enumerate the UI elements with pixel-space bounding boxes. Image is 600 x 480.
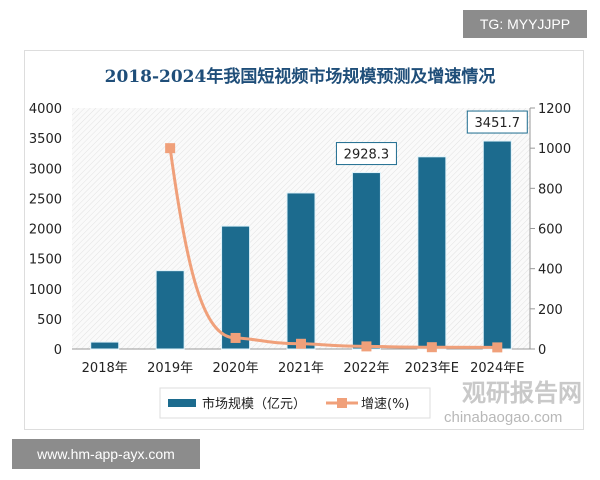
growth-marker <box>361 341 372 352</box>
bar <box>351 172 381 350</box>
right-tick-label: 200 <box>538 303 563 318</box>
growth-marker <box>230 332 241 343</box>
right-tick-label: 0 <box>538 343 546 358</box>
left-tick-label: 500 <box>37 313 62 328</box>
logo-url: chinabaogao.com <box>444 409 563 426</box>
left-tick-label: 4000 <box>29 102 62 117</box>
bar <box>417 156 447 350</box>
right-tick-label: 1200 <box>538 102 571 117</box>
x-tick-label: 2020年 <box>213 361 259 376</box>
bar <box>90 341 120 350</box>
growth-marker <box>426 342 437 353</box>
x-tick-label: 2018年 <box>82 361 128 376</box>
legend-line-marker <box>337 398 347 408</box>
right-tick-label: 400 <box>538 263 563 278</box>
x-tick-label: 2019年 <box>147 361 193 376</box>
left-tick-label: 1500 <box>29 253 62 268</box>
x-tick-label: 2023年E <box>405 361 459 376</box>
x-tick-label: 2022年 <box>343 361 389 376</box>
right-tick-label: 800 <box>538 182 563 197</box>
legend-line-label: 增速(%) <box>361 397 410 412</box>
bar <box>286 192 316 350</box>
growth-marker <box>492 342 503 353</box>
legend-box <box>159 387 431 419</box>
legend-bar-label: 市场规模（亿元） <box>202 396 306 412</box>
logo-text: 观研报告网 <box>462 379 582 407</box>
bar <box>221 225 251 350</box>
right-tick-label: 1000 <box>538 142 571 157</box>
chart-frame <box>24 50 584 430</box>
watermark-tg: TG: MYYJJPP <box>463 10 587 38</box>
x-tick-label: 2021年 <box>278 361 324 376</box>
left-tick-label: 0 <box>54 343 62 358</box>
growth-marker <box>165 143 176 154</box>
legend-bar-swatch <box>168 399 196 407</box>
watermark-url: www.hm-app-ayx.com <box>12 439 200 469</box>
growth-marker <box>296 338 306 349</box>
x-tick-label: 2024年E <box>470 361 524 376</box>
data-label-box <box>466 110 528 134</box>
right-tick-label: 600 <box>538 223 563 238</box>
left-tick-label: 1000 <box>29 283 62 298</box>
left-tick-label: 2000 <box>29 223 62 238</box>
bar <box>482 140 512 350</box>
chart-title: 2018-2024年我国短视频市场规模预测及增速情况 <box>105 66 496 87</box>
data-label-box <box>335 142 397 166</box>
bar <box>155 270 185 350</box>
left-tick-label: 3500 <box>29 132 62 147</box>
data-label: 2928.3 <box>344 148 390 163</box>
data-label: 3451.7 <box>475 116 521 131</box>
left-tick-label: 3000 <box>29 162 62 177</box>
left-tick-label: 2500 <box>29 192 62 207</box>
